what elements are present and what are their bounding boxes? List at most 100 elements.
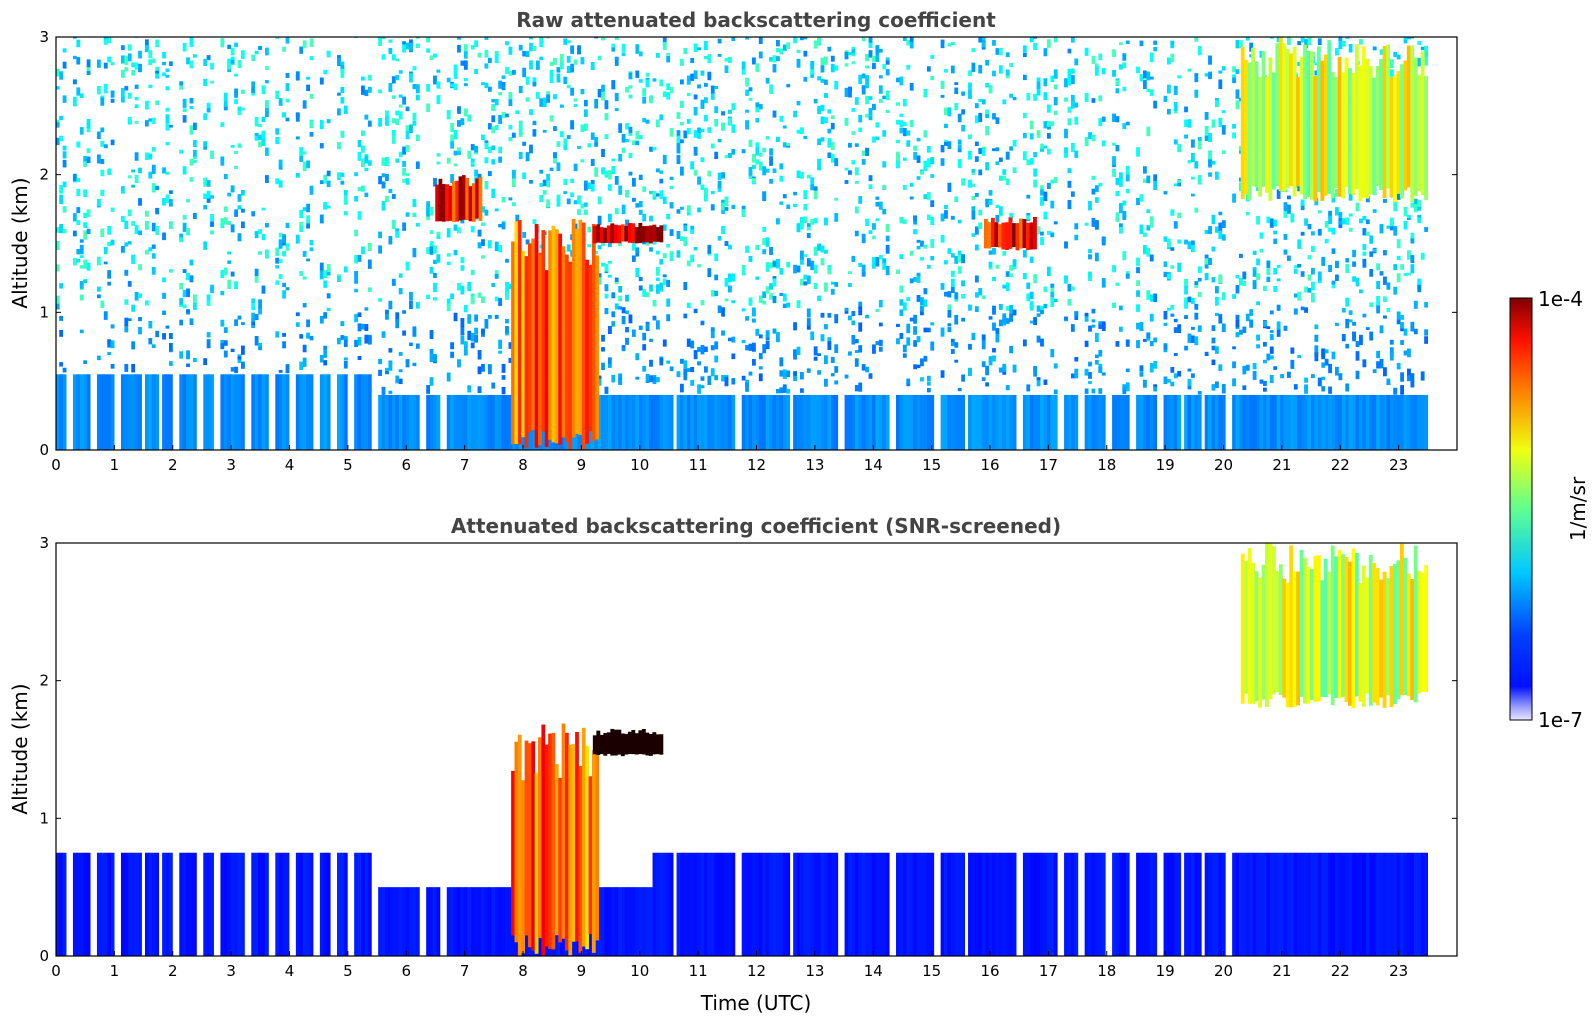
heatmap-cell	[76, 374, 81, 450]
heatmap-cell	[944, 204, 948, 210]
heatmap-cell	[388, 188, 393, 194]
heatmap-cell	[1177, 212, 1182, 219]
heatmap-cell	[1424, 852, 1429, 956]
heatmap-cell	[697, 394, 701, 450]
heatmap-cell	[1338, 41, 1343, 50]
heatmap-cell	[378, 887, 383, 956]
heatmap-cell	[618, 123, 623, 133]
heatmap-cell	[1403, 60, 1408, 191]
heatmap-cell	[1410, 579, 1415, 701]
heatmap-cell	[1112, 49, 1116, 58]
heatmap-cell	[1359, 394, 1363, 450]
heatmap-cell	[588, 776, 593, 935]
heatmap-cell	[258, 45, 262, 50]
heatmap-cell	[96, 86, 101, 95]
heatmap-cell	[227, 279, 232, 289]
heatmap-cell	[306, 203, 310, 213]
heatmap-cell	[810, 177, 815, 186]
heatmap-cell	[275, 37, 280, 39]
heatmap-cell	[1002, 284, 1007, 289]
heatmap-cell	[858, 394, 863, 450]
heatmap-cell	[508, 136, 513, 142]
heatmap-cell	[72, 79, 77, 85]
heatmap-cell	[405, 145, 410, 152]
heatmap-cell	[1184, 239, 1188, 245]
heatmap-cell	[1153, 46, 1158, 52]
heatmap-cell	[278, 98, 283, 106]
heatmap-cell	[1053, 84, 1058, 90]
heatmap-cell	[1410, 264, 1415, 274]
heatmap-cell	[436, 231, 441, 236]
heatmap-cell	[1300, 201, 1305, 211]
heatmap-cell	[527, 743, 532, 948]
heatmap-cell	[834, 852, 839, 956]
heatmap-cell	[76, 207, 81, 214]
heatmap-cell	[1335, 852, 1339, 956]
heatmap-cell	[968, 343, 972, 350]
heatmap-cell	[1214, 852, 1219, 956]
heatmap-cell	[481, 887, 485, 956]
heatmap-cell	[110, 324, 115, 329]
heatmap-cell	[491, 282, 496, 287]
heatmap-cell	[700, 128, 705, 133]
heatmap-cell	[179, 351, 184, 359]
heatmap-cell	[1125, 188, 1130, 194]
heatmap-cell	[1235, 320, 1240, 328]
heatmap-cell	[388, 348, 393, 353]
heatmap-cell	[745, 852, 749, 956]
heatmap-cell	[848, 271, 852, 275]
heatmap-cell	[515, 214, 520, 223]
heatmap-cell	[830, 288, 835, 295]
heatmap-cell	[800, 222, 804, 230]
heatmap-cell	[727, 244, 732, 250]
heatmap-cell	[1070, 100, 1075, 109]
heatmap-cell	[645, 241, 650, 246]
heatmap-cell	[1424, 565, 1429, 692]
heatmap-cell	[1070, 373, 1075, 379]
heatmap-cell	[947, 107, 952, 117]
heatmap-cell	[319, 269, 324, 279]
heatmap-cell	[1232, 394, 1236, 450]
heatmap-cell	[59, 283, 64, 289]
heatmap-cell	[944, 107, 948, 116]
heatmap-cell	[391, 129, 396, 136]
heatmap-cell	[463, 394, 468, 450]
heatmap-cell	[477, 350, 482, 360]
heatmap-cell	[1136, 197, 1140, 206]
heatmap-cell	[1304, 384, 1308, 394]
heatmap-cell	[666, 83, 671, 91]
heatmap-cell	[950, 65, 955, 74]
heatmap-cell	[501, 386, 506, 395]
heatmap-cell	[278, 232, 283, 238]
heatmap-cell	[354, 195, 358, 202]
heatmap-cell	[391, 76, 396, 84]
heatmap-cell	[460, 887, 465, 956]
heatmap-cell	[820, 78, 825, 83]
heatmap-cell	[1314, 352, 1319, 362]
heatmap-cell	[875, 122, 880, 128]
heatmap-cell	[583, 209, 588, 215]
heatmap-cell	[127, 241, 132, 245]
heatmap-cell	[601, 262, 605, 267]
heatmap-cell	[751, 57, 756, 65]
heatmap-cell	[1022, 132, 1027, 139]
heatmap-cell	[1208, 72, 1212, 80]
heatmap-cell	[138, 50, 142, 59]
heatmap-cell	[1221, 66, 1226, 71]
heatmap-cell	[717, 852, 722, 956]
heatmap-cell	[786, 143, 791, 146]
heatmap-cell	[913, 340, 918, 347]
heatmap-cell	[471, 183, 476, 222]
heatmap-cell	[436, 153, 441, 157]
heatmap-cell	[326, 180, 331, 188]
heatmap-cell	[1376, 303, 1380, 314]
heatmap-cell	[631, 140, 636, 146]
heatmap-cell	[96, 374, 101, 450]
heatmap-cell	[806, 174, 811, 179]
heatmap-cell	[1142, 232, 1147, 237]
heatmap-cell	[1242, 271, 1247, 280]
heatmap-cell	[426, 201, 431, 211]
heatmap-cell	[796, 852, 801, 956]
heatmap-cell	[806, 232, 811, 239]
heatmap-cell	[302, 100, 307, 109]
